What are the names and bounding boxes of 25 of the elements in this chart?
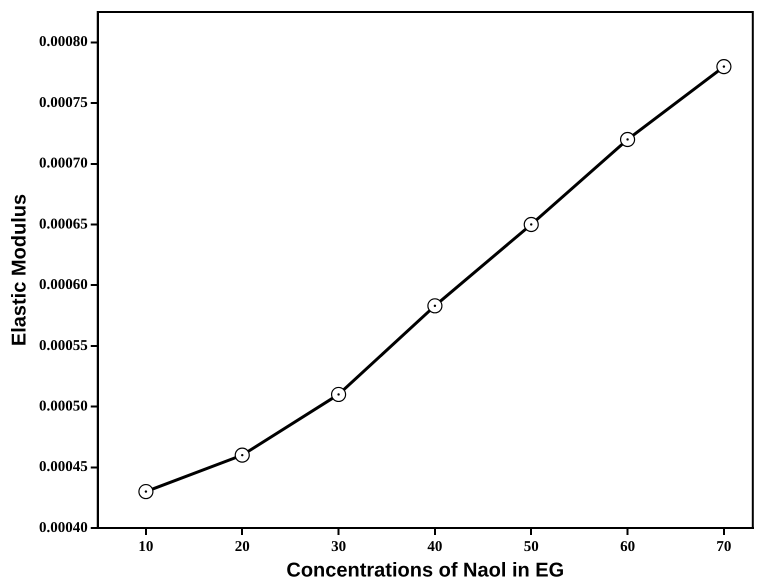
x-tick-label: 40 (427, 538, 442, 555)
y-tick-label: 0.00040 (39, 520, 88, 536)
y-tick-label: 0.00060 (39, 277, 88, 294)
y-axis-title: Elastic Modulus (8, 194, 31, 346)
point (330, 386, 346, 402)
y-tick-label: 0.00070 (39, 156, 88, 172)
x-tick-label: 30 (331, 538, 346, 555)
y-tick-label: 0.00080 (39, 34, 88, 50)
y-tick-label: 0.00075 (39, 94, 88, 111)
y-tick-label: 0.00050 (39, 398, 88, 414)
y-tick-label: 0.00055 (39, 338, 88, 354)
x-tick-label: 20 (234, 538, 250, 555)
x-tick-label: 70 (716, 538, 732, 555)
x-axis-title: Concentrations of Naol in EG (286, 560, 564, 582)
point (524, 216, 539, 232)
y-tick-label: 0.00065 (39, 216, 88, 232)
x-tick-label: 50 (524, 538, 539, 555)
x-tick-label: 10 (138, 538, 154, 555)
point (716, 59, 732, 74)
point (234, 448, 250, 463)
x-tick-label: 60 (620, 538, 636, 555)
point (138, 484, 154, 500)
point (620, 132, 636, 148)
y-tick-label: 0.00045 (39, 459, 88, 476)
point (427, 298, 443, 314)
